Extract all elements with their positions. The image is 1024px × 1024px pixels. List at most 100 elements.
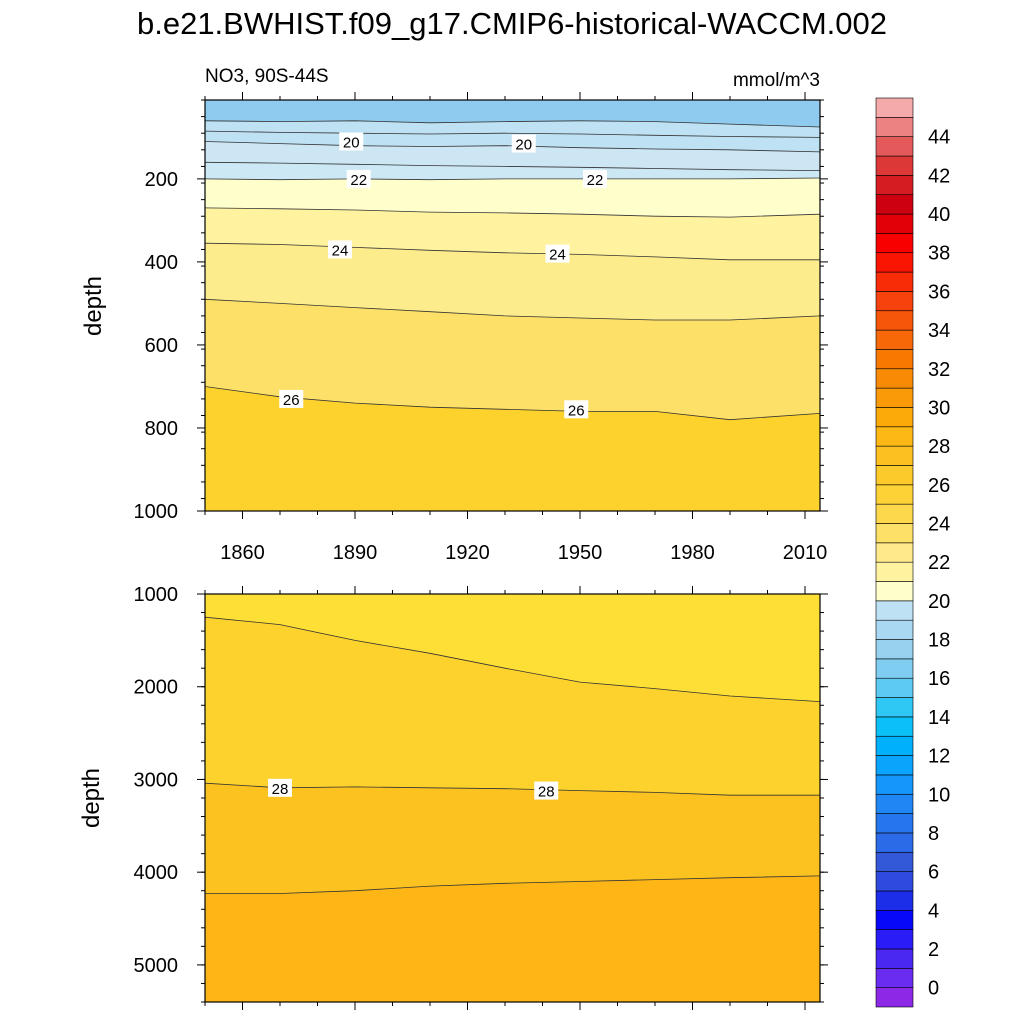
y-tick-label: 1000 <box>134 584 179 606</box>
contour-label-bg <box>564 400 589 419</box>
contour-line <box>205 298 820 321</box>
contour-line <box>205 782 820 796</box>
x-tick-label: 2010 <box>783 542 828 564</box>
contour-label: 28 <box>538 784 555 801</box>
contour-label-bg <box>268 778 292 797</box>
colorbar-label: 6 <box>928 862 939 884</box>
colorbar-box <box>875 619 914 640</box>
contour-line <box>205 130 820 138</box>
colorbar-box <box>875 310 914 331</box>
plot-frame <box>204 99 821 512</box>
contour-line <box>205 120 820 128</box>
x-tick-label: 1980 <box>670 542 715 564</box>
colorbar-box <box>875 155 914 176</box>
y-axis-label-upper: depth <box>80 276 107 336</box>
colorbar-label: 44 <box>928 127 950 149</box>
colorbar-box <box>875 271 914 292</box>
colorbar-box <box>875 716 914 737</box>
contour-label: 24 <box>332 242 349 259</box>
band-fill <box>205 875 820 1002</box>
contour-line <box>205 207 820 218</box>
chart-title: b.e21.BWHIST.f09_g17.CMIP6-historical-WA… <box>136 6 887 41</box>
colorbar-box <box>875 697 914 718</box>
colorbar-box <box>875 658 914 679</box>
colorbar-box <box>875 581 914 602</box>
colorbar-box <box>875 813 914 834</box>
contour-label-bg <box>346 169 371 188</box>
colorbar-box <box>875 523 914 544</box>
colorbar-box <box>875 948 914 969</box>
colorbar-box <box>875 117 914 137</box>
y-tick-label: 1000 <box>134 501 179 523</box>
contour-line <box>205 386 820 421</box>
colorbar-box <box>875 851 914 872</box>
colorbar-box <box>875 871 914 892</box>
lower-panel: 28 28 1000 2000 3000 4000 5000 <box>134 584 828 1010</box>
left-string: NO3, 90S-44S <box>205 66 329 87</box>
contour-label: 26 <box>283 392 300 409</box>
colorbar-box <box>875 639 914 660</box>
y-tick-label: 600 <box>145 335 178 357</box>
y-tick-label: 5000 <box>134 955 179 977</box>
colorbar-box <box>875 194 914 215</box>
colorbar-label: 20 <box>928 591 950 613</box>
contour-label: 26 <box>568 402 585 419</box>
colorbar-label: 14 <box>928 707 950 729</box>
colorbar-label: 12 <box>928 746 950 768</box>
colorbar: 0246810121416182022242628303234363840424… <box>875 97 950 1008</box>
contour-label: 20 <box>515 137 532 154</box>
colorbar-box <box>875 445 914 466</box>
contour-line <box>205 141 820 153</box>
colorbar-label: 28 <box>928 436 950 458</box>
colorbar-box <box>875 349 914 370</box>
colorbar-label: 0 <box>928 978 939 1000</box>
colorbar-label: 32 <box>928 359 950 381</box>
colorbar-label: 18 <box>928 630 950 652</box>
colorbar-box <box>875 735 914 756</box>
colorbar-box <box>875 600 914 621</box>
colorbar-box <box>875 97 914 118</box>
contour-label-bg <box>583 169 607 188</box>
x-tick-label: 1950 <box>558 542 603 564</box>
colorbar-box <box>875 561 914 582</box>
colorbar-label: 8 <box>928 823 939 845</box>
contour-label-bg <box>534 781 559 800</box>
y-tick-label: 2000 <box>134 677 179 699</box>
contour-line <box>205 161 820 171</box>
x-tick-label: 1860 <box>220 542 265 564</box>
colorbar-label: 4 <box>928 900 939 922</box>
contour-label-bg <box>545 244 570 263</box>
band-fill <box>205 386 820 511</box>
colorbar-box <box>875 407 914 428</box>
colorbar-label: 36 <box>928 281 950 303</box>
contour-line <box>205 616 820 702</box>
colorbar-label: 34 <box>928 320 950 342</box>
contour-line <box>205 875 820 894</box>
contour-label-bg <box>279 389 304 408</box>
colorbar-box <box>875 426 914 447</box>
colorbar-label: 16 <box>928 668 950 690</box>
colorbar-box <box>875 755 914 776</box>
colorbar-box <box>875 793 914 814</box>
y-tick-label: 200 <box>145 169 178 191</box>
colorbar-label: 22 <box>928 552 950 574</box>
y-axis-label-lower: depth <box>78 768 105 828</box>
contour-label-bg <box>328 240 352 259</box>
colorbar-label: 26 <box>928 475 950 497</box>
colorbar-label: 30 <box>928 397 950 419</box>
colorbar-box <box>875 136 914 157</box>
y-tick-label: 3000 <box>134 769 179 791</box>
y-tick-label: 400 <box>145 252 178 274</box>
y-tick-label: 800 <box>145 418 178 440</box>
contour-label-bg <box>339 132 364 151</box>
colorbar-box <box>875 929 914 950</box>
colorbar-box <box>875 387 914 408</box>
colorbar-box <box>875 987 914 1008</box>
colorbar-box <box>875 213 914 234</box>
colorbar-label: 38 <box>928 243 950 265</box>
x-tick-label: 1890 <box>333 542 378 564</box>
right-string: mmol/m^3 <box>733 70 820 91</box>
contour-label: 20 <box>343 135 360 152</box>
colorbar-box <box>875 774 914 795</box>
